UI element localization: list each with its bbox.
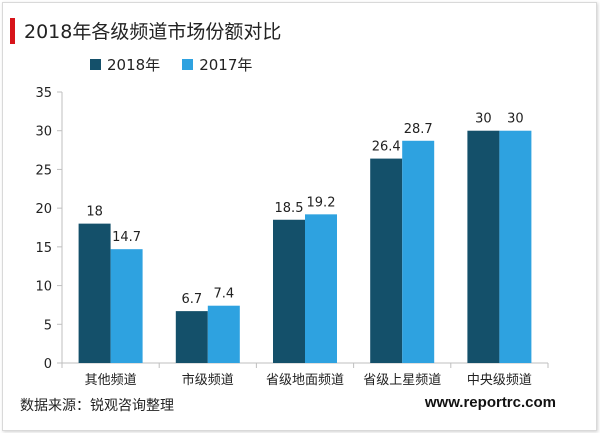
data-label: 14.7 xyxy=(112,230,141,245)
y-tick-label: 20 xyxy=(35,202,52,217)
bar-2017 xyxy=(207,305,240,363)
legend-swatch-2017 xyxy=(182,59,194,70)
y-tick-label: 15 xyxy=(35,241,52,256)
chart-title: 2018年各级频道市场份额对比 xyxy=(24,21,282,43)
legend-swatch-2018 xyxy=(90,59,101,70)
y-tick-label: 30 xyxy=(35,125,52,140)
title-accent-bar xyxy=(10,18,15,44)
y-tick-label: 10 xyxy=(35,280,52,295)
bar-2018 xyxy=(273,219,305,363)
data-label: 19.2 xyxy=(307,195,336,210)
data-label: 18 xyxy=(86,205,103,220)
bar-2017 xyxy=(402,140,435,363)
data-label: 28.7 xyxy=(404,122,433,137)
x-tick-label: 市级频道 xyxy=(182,372,234,388)
x-tick-label: 省级上星频道 xyxy=(363,373,441,388)
data-label: 18.5 xyxy=(275,201,304,216)
bar-2018 xyxy=(175,311,208,363)
bar-2018 xyxy=(370,158,403,363)
bar-2017 xyxy=(499,130,532,363)
data-label: 6.7 xyxy=(181,292,202,307)
y-tick-label: 25 xyxy=(35,163,52,178)
bar-2017 xyxy=(305,214,337,363)
site-url: www.reportrc.com xyxy=(424,394,556,411)
bar-2017 xyxy=(110,249,143,363)
data-label: 26.4 xyxy=(372,140,401,155)
data-label: 30 xyxy=(507,112,524,127)
y-tick-label: 5 xyxy=(44,318,52,333)
data-label: 7.4 xyxy=(213,287,234,302)
source-note: 数据来源：锐观咨询整理 xyxy=(20,398,174,414)
x-tick-label: 中央级频道 xyxy=(467,373,532,388)
legend-item-2017: 2017年 xyxy=(182,54,252,75)
y-tick-label: 0 xyxy=(44,357,52,372)
x-tick-label: 其他频道 xyxy=(85,373,137,388)
y-tick-label: 35 xyxy=(35,86,52,101)
x-tick-label: 省级地面频道 xyxy=(266,373,344,388)
legend: 2018年 2017年 xyxy=(90,54,252,75)
bar-2018 xyxy=(78,223,111,363)
data-label: 30 xyxy=(475,112,492,127)
legend-label-2017: 2017年 xyxy=(199,56,253,74)
bar-2018 xyxy=(467,130,500,363)
legend-label-2018: 2018年 xyxy=(107,56,161,74)
legend-item-2018: 2018年 xyxy=(90,54,160,75)
